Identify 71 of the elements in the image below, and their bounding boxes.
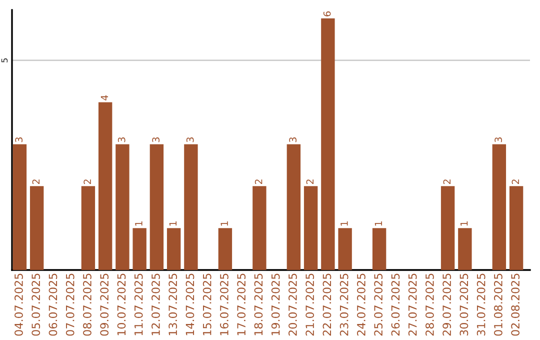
- bar: [286, 144, 301, 270]
- x-tick-label: 16.07.2025: [220, 274, 228, 336]
- x-tick-label: 02.08.2025: [511, 274, 520, 336]
- bar: [440, 186, 455, 270]
- bar: [30, 186, 44, 270]
- x-tick-label: 08.07.2025: [83, 274, 92, 336]
- x-tick-label: 07.07.2025: [66, 274, 74, 336]
- data-label: 3: [118, 137, 126, 142]
- data-label: 1: [220, 221, 228, 226]
- bar: [12, 144, 27, 270]
- x-tick-label: 31.07.2025: [476, 274, 486, 336]
- x-tick-label: 09.07.2025: [100, 274, 109, 336]
- data-label: 2: [84, 180, 91, 184]
- bar: [166, 228, 181, 270]
- data-label: 6: [323, 11, 331, 16]
- x-tick-label: 24.07.2025: [357, 274, 366, 336]
- x-tick-label: 10.07.2025: [117, 274, 126, 336]
- x-tick-label: 11.07.2025: [134, 274, 143, 336]
- x-tick-label: 26.07.2025: [391, 274, 400, 336]
- data-label: 2: [306, 180, 314, 184]
- bar: [81, 186, 96, 270]
- x-tick-label: 23.07.2025: [340, 274, 348, 336]
- data-label: 2: [443, 180, 450, 184]
- data-label: 1: [135, 221, 142, 226]
- x-tick-label: 06.07.2025: [48, 274, 58, 336]
- y-tick-label: 5: [1, 58, 8, 62]
- x-tick-label: 17.07.2025: [237, 274, 246, 336]
- x-tick-label: 29.07.2025: [442, 274, 452, 336]
- x-tick-label: 15.07.2025: [202, 274, 212, 336]
- x-tick-label: 19.07.2025: [271, 274, 280, 336]
- bar: [492, 144, 506, 270]
- x-tick-label: 30.07.2025: [460, 274, 468, 336]
- x-tick-label: 01.08.2025: [494, 274, 502, 336]
- x-tick-label: 13.07.2025: [168, 274, 178, 336]
- x-tick-label: 04.07.2025: [14, 274, 23, 336]
- data-label: 3: [289, 137, 297, 142]
- bar: [150, 144, 164, 270]
- bar: [372, 228, 386, 270]
- x-tick-label: 12.07.2025: [152, 274, 160, 336]
- x-tick-label: 25.07.2025: [374, 274, 383, 336]
- x-tick-label: 14.07.2025: [186, 274, 194, 336]
- x-tick-label: 28.07.2025: [426, 274, 434, 336]
- x-tick-label: 18.07.2025: [254, 274, 263, 336]
- data-label: 2: [254, 180, 262, 184]
- data-label: 1: [460, 221, 468, 226]
- data-label: 1: [340, 221, 348, 226]
- bar: [132, 228, 146, 270]
- bar: [252, 186, 266, 270]
- data-label: 4: [100, 95, 108, 100]
- x-tick-label: 21.07.2025: [306, 274, 314, 336]
- bar: [116, 144, 130, 270]
- data-label: 3: [152, 137, 160, 142]
- data-label: 3: [494, 137, 502, 142]
- bar: [218, 228, 232, 270]
- bar: [304, 186, 318, 270]
- x-tick-label: 05.07.2025: [32, 274, 40, 336]
- data-label: 3: [186, 137, 194, 142]
- x-tick-label: 22.07.2025: [322, 274, 332, 336]
- data-label: 2: [512, 180, 519, 184]
- data-label: 1: [169, 221, 177, 226]
- bar: [184, 144, 198, 270]
- data-label: 3: [15, 137, 23, 142]
- data-label: 1: [374, 221, 382, 226]
- x-tick-label: 20.07.2025: [288, 274, 297, 336]
- bar: [98, 102, 112, 270]
- x-tick-label: 27.07.2025: [408, 274, 417, 336]
- bar: [458, 228, 472, 270]
- data-label: 2: [32, 180, 40, 184]
- bar: [509, 186, 524, 270]
- bar: [321, 18, 335, 270]
- bar: [338, 228, 352, 270]
